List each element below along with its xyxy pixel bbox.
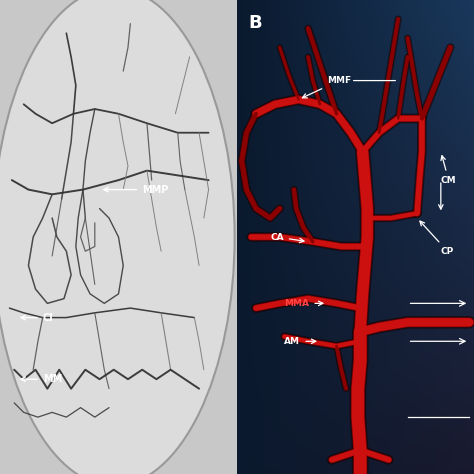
Text: CI: CI [21,312,54,323]
Text: MMA: MMA [284,299,323,308]
Text: AM: AM [284,337,316,346]
Text: CA: CA [270,233,304,243]
Text: MM: MM [21,374,62,384]
Text: CP: CP [420,221,454,255]
Text: MMP: MMP [104,184,169,195]
Text: CM: CM [441,155,456,184]
Text: MMF: MMF [302,76,351,98]
Ellipse shape [0,0,235,474]
Text: B: B [249,14,263,32]
